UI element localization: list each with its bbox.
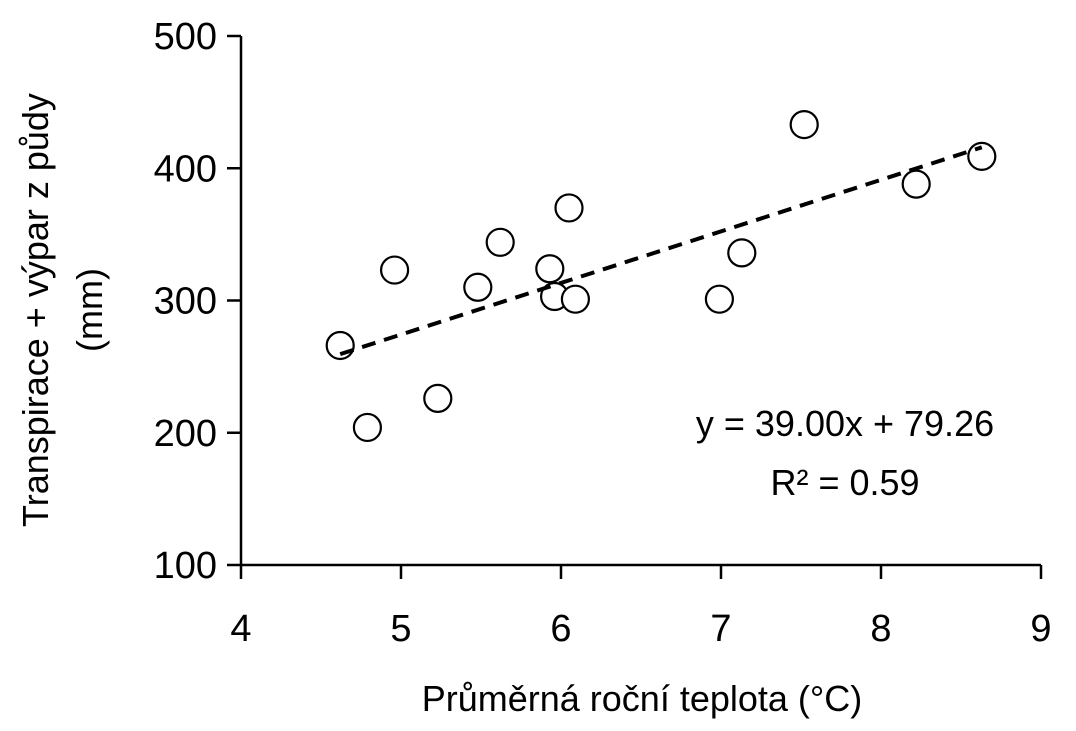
- trendline: [339, 145, 983, 357]
- y-axis-title: Transpirace + výpar z půdy (mm): [15, 93, 110, 527]
- data-point: [463, 272, 493, 302]
- x-axis-ticks: 4 5 6 7 8 9: [230, 565, 1052, 650]
- data-point: [485, 227, 515, 257]
- y-tick-label: 200: [154, 413, 217, 455]
- y-tick-label: 100: [154, 545, 217, 587]
- y-axis-title-line2: (mm): [69, 268, 110, 352]
- data-point: [967, 141, 997, 171]
- data-point: [325, 330, 355, 361]
- y-tick-label: 400: [154, 148, 217, 190]
- data-point: [727, 238, 757, 268]
- y-tick-label: 500: [154, 16, 217, 58]
- data-point: [560, 284, 591, 314]
- trendline-equation: y = 39.00x + 79.26: [696, 403, 994, 444]
- x-tick-label: 6: [550, 608, 571, 650]
- data-point: [352, 412, 382, 443]
- y-axis-ticks: 100 200 300 400 500: [154, 16, 241, 587]
- x-axis-title: Průměrná roční teplota (°C): [422, 678, 863, 719]
- data-point: [380, 255, 410, 285]
- x-tick-label: 5: [390, 608, 411, 650]
- y-tick-label: 300: [154, 281, 217, 323]
- data-point: [554, 193, 584, 223]
- data-point: [535, 254, 565, 284]
- data-point: [789, 110, 819, 140]
- x-tick-label: 9: [1030, 608, 1051, 650]
- x-tick-label: 7: [710, 608, 731, 650]
- r-squared-label: R² = 0.59: [770, 462, 919, 503]
- x-tick-label: 8: [870, 608, 891, 650]
- data-points: [325, 110, 997, 443]
- data-point: [704, 284, 735, 314]
- y-axis-title-line1: Transpirace + výpar z půdy: [15, 93, 56, 527]
- x-tick-label: 4: [230, 608, 251, 650]
- data-point: [901, 169, 931, 199]
- data-point: [423, 383, 453, 413]
